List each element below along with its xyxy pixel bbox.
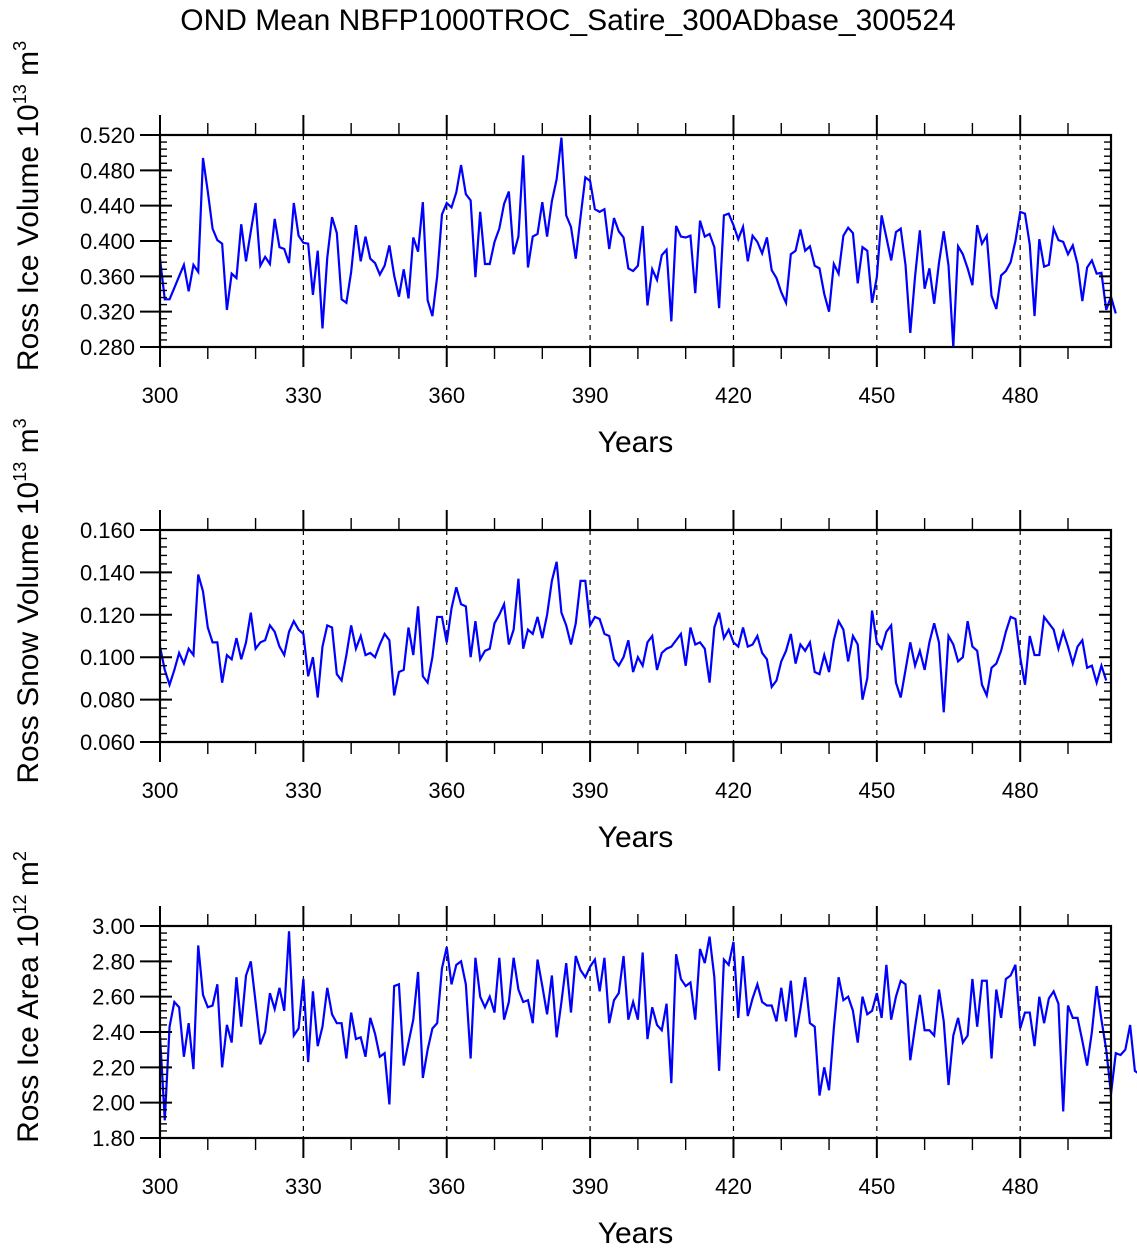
x-tick-label: 360 (428, 1174, 465, 1199)
x-axis-label: Years (598, 426, 674, 459)
y-axis-label-text: Ross Snow Volume 10 (12, 482, 45, 784)
x-tick-label: 300 (142, 1174, 179, 1199)
y-axis-label-text: Ross Ice Volume 10 (12, 104, 45, 371)
y-axis-label-text: Ross Ice Area 10 (12, 914, 45, 1142)
y-axis-label-unit: m (12, 428, 45, 461)
x-tick-label: 480 (1002, 383, 1039, 408)
y-tick-label: 0.160 (80, 518, 135, 543)
x-tick-label: 330 (285, 383, 322, 408)
y-tick-label: 0.440 (80, 194, 135, 219)
plot-frame (158, 528, 1113, 744)
x-tick-label: 390 (572, 1174, 609, 1199)
chart-title: OND Mean NBFP1000TROC_Satire_300ADbase_3… (180, 4, 955, 37)
y-axis-label-unit: m (12, 861, 45, 894)
y-axis-label-unit: m (12, 51, 45, 84)
data-series-line (158, 931, 1137, 1121)
y-axis-label-unit-exponent: 3 (10, 41, 30, 51)
x-tick-label: 390 (572, 778, 609, 803)
panel-ross-snow-volume: 0.060 0.080 0.100 0.120 0.140 0.160 300 330 360 3… (10, 418, 1113, 854)
x-tick-label: 450 (858, 383, 895, 408)
data-series-line (158, 561, 1108, 713)
y-axis-label-exponent: 13 (10, 84, 30, 104)
y-tick-label: 0.140 (80, 560, 135, 585)
x-tick-label: 330 (285, 1174, 322, 1199)
y-tick-label: 0.120 (80, 603, 135, 628)
y-tick-label: 0.320 (80, 300, 135, 325)
y-axis-label: Ross Ice Area 1012 m2 (10, 851, 45, 1143)
x-tick-label: 300 (142, 778, 179, 803)
x-tick-label: 360 (428, 383, 465, 408)
x-tick-label: 390 (572, 383, 609, 408)
y-tick-label: 0.480 (80, 158, 135, 183)
x-tick-label: 360 (428, 778, 465, 803)
y-tick-label: 0.100 (80, 645, 135, 670)
x-tick-label: 450 (858, 1174, 895, 1199)
x-axis-label: Years (598, 821, 674, 854)
y-tick-label: 2.20 (92, 1055, 135, 1080)
x-tick-label: 420 (715, 1174, 752, 1199)
x-tick-label: 480 (1002, 778, 1039, 803)
panel-ross-ice-area: 1.80 2.00 2.20 2.40 2.60 2.80 3.00 300 330 360 390… (10, 851, 1137, 1249)
y-tick-label: 0.280 (80, 335, 135, 360)
data-series-line (158, 137, 1117, 348)
x-tick-label: 450 (858, 778, 895, 803)
x-tick-label: 300 (142, 383, 179, 408)
y-tick-label: 2.00 (92, 1091, 135, 1116)
y-tick-label: 1.80 (92, 1126, 135, 1151)
y-tick-label: 3.00 (92, 914, 135, 939)
x-tick-label: 420 (715, 778, 752, 803)
y-axis-label: Ross Ice Volume 1013 m3 (10, 41, 45, 371)
y-tick-label: 0.060 (80, 730, 135, 755)
x-tick-label: 330 (285, 778, 322, 803)
x-tick-label: 480 (1002, 1174, 1039, 1199)
y-tick-label: 0.080 (80, 688, 135, 713)
y-tick-label: 0.360 (80, 264, 135, 289)
y-tick-label: 0.400 (80, 229, 135, 254)
y-axis-label-unit-exponent: 3 (10, 418, 30, 428)
y-axis-label-unit-exponent: 2 (10, 851, 30, 861)
y-tick-label: 2.60 (92, 985, 135, 1010)
y-tick-label: 2.40 (92, 1020, 135, 1045)
y-tick-label: 2.80 (92, 949, 135, 974)
x-tick-label: 420 (715, 383, 752, 408)
y-tick-label: 0.520 (80, 123, 135, 148)
y-axis-label: Ross Snow Volume 1013 m3 (10, 418, 45, 783)
x-axis-label: Years (598, 1217, 674, 1249)
y-axis-label-exponent: 12 (10, 894, 30, 914)
y-axis-label-exponent: 13 (10, 462, 30, 482)
